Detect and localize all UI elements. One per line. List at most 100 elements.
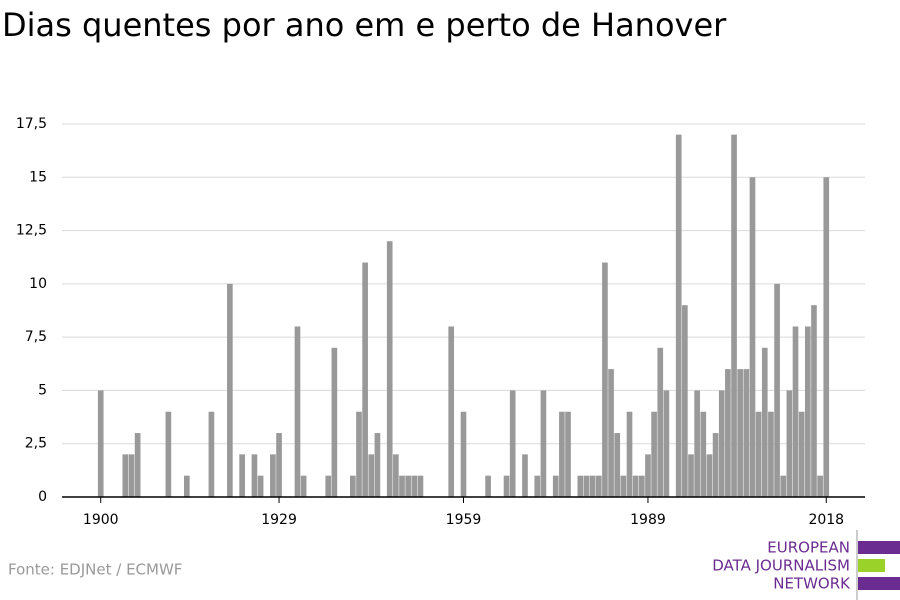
bar <box>774 283 780 497</box>
y-tick-label: 5 <box>38 382 47 398</box>
bar <box>325 475 332 497</box>
logo-bar <box>858 559 885 572</box>
bar <box>294 326 301 497</box>
bar <box>589 475 596 497</box>
bar <box>632 475 639 497</box>
y-tick-label: 12,5 <box>16 223 47 239</box>
bar <box>128 454 135 497</box>
bar <box>688 454 694 497</box>
logo-text: EUROPEAN <box>767 539 850 557</box>
bar <box>792 326 799 497</box>
logo-text: NETWORK <box>773 575 851 593</box>
logo-text: DATA JOURNALISM <box>712 557 850 575</box>
bar <box>694 390 700 497</box>
bar <box>134 433 141 497</box>
bar <box>122 454 129 497</box>
y-tick-label: 17,5 <box>16 116 47 132</box>
bar <box>798 411 805 497</box>
bar <box>700 411 707 497</box>
bar <box>761 347 768 497</box>
bar <box>731 134 737 497</box>
bar <box>737 369 744 497</box>
bar <box>251 454 258 497</box>
bar <box>786 390 793 497</box>
bar <box>448 326 455 497</box>
bar <box>755 411 762 497</box>
bar <box>559 411 565 497</box>
bar <box>165 411 172 497</box>
bar <box>183 475 190 497</box>
bar <box>552 475 559 497</box>
bar <box>349 475 356 497</box>
bar <box>811 305 817 497</box>
bar <box>712 433 719 497</box>
bar <box>780 475 787 497</box>
bar <box>356 411 362 497</box>
bar <box>399 475 405 497</box>
bar <box>725 369 731 497</box>
bar <box>608 369 614 497</box>
bar <box>362 262 368 497</box>
bar <box>374 433 381 497</box>
bar <box>411 475 418 497</box>
bar <box>300 475 307 497</box>
bar <box>331 347 338 497</box>
bar <box>595 475 602 497</box>
x-tick-label: 1959 <box>446 512 482 528</box>
bar <box>485 475 491 497</box>
bar <box>393 454 399 497</box>
logo-bar <box>858 541 900 554</box>
bar <box>417 475 424 497</box>
bar <box>97 390 104 497</box>
bar <box>565 411 571 497</box>
bar <box>257 475 264 497</box>
bar <box>651 411 657 497</box>
bar <box>460 411 467 497</box>
bar <box>270 454 276 497</box>
y-tick-label: 7,5 <box>25 329 47 345</box>
bar <box>638 475 645 497</box>
bar <box>386 241 393 497</box>
bar <box>749 177 756 498</box>
y-tick-label: 10 <box>29 276 47 292</box>
bar <box>645 454 651 497</box>
bar <box>405 475 411 497</box>
x-tick-label: 1929 <box>261 512 297 528</box>
bar <box>817 475 823 497</box>
x-tick-label: 2018 <box>808 512 844 528</box>
bar <box>239 454 245 497</box>
bar <box>534 475 541 497</box>
y-tick-label: 2,5 <box>25 436 47 452</box>
bar <box>577 475 584 497</box>
bar <box>503 475 510 497</box>
bar <box>540 390 547 497</box>
bar <box>276 433 282 497</box>
bar <box>614 433 621 497</box>
bar <box>626 411 633 497</box>
bar <box>368 454 375 497</box>
bar <box>743 369 750 497</box>
bar <box>509 390 516 497</box>
bar <box>657 347 664 497</box>
bar <box>620 475 627 497</box>
bar <box>208 411 215 497</box>
y-tick-label: 15 <box>29 169 47 185</box>
y-tick-label: 0 <box>38 489 47 505</box>
bar <box>227 283 233 497</box>
bar <box>804 326 811 497</box>
x-tick-label: 1989 <box>630 512 666 528</box>
logo-bar <box>858 577 900 590</box>
bar <box>768 411 774 497</box>
bar <box>718 390 725 497</box>
bar <box>675 134 682 497</box>
bar <box>682 305 688 497</box>
chart-title: Dias quentes por ano em e perto de Hanov… <box>2 6 727 44</box>
bar <box>602 262 608 497</box>
bar <box>823 177 830 498</box>
bar <box>706 454 713 497</box>
bar <box>663 390 670 497</box>
x-tick-label: 1900 <box>83 512 119 528</box>
bar <box>522 454 528 497</box>
bar <box>583 475 590 497</box>
